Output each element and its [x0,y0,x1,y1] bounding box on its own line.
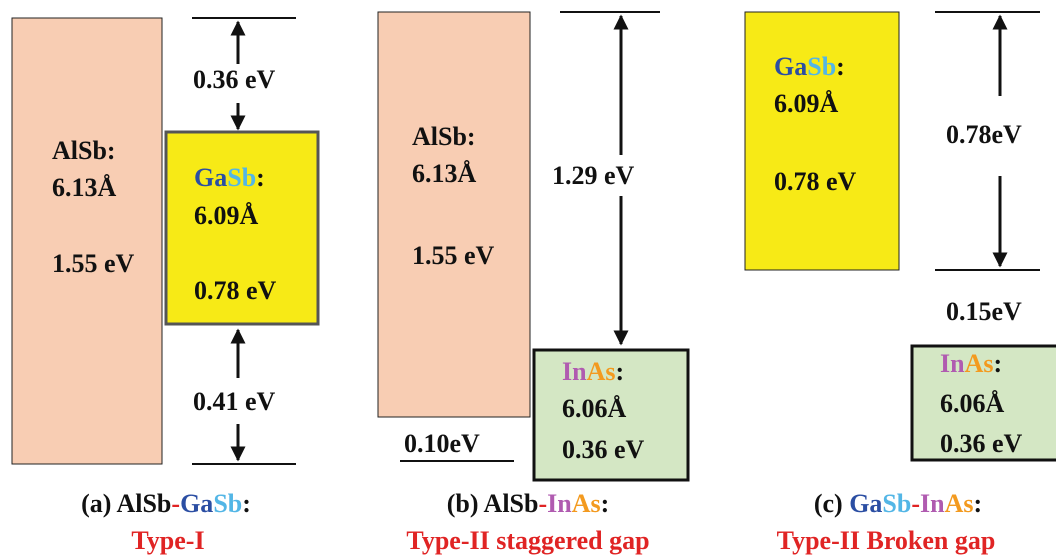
ga-element: Ga [194,163,227,192]
alsb-name: AlSb: [412,122,476,151]
inas-lattice: 6.06Å [562,394,627,423]
type-label-b: Type-II staggered gap [406,526,649,555]
alsb-lattice: 6.13Å [412,159,477,188]
offset-top-label: 0.36 eV [193,65,276,94]
alsb-gap: 1.55 eV [412,241,495,270]
caption-b: (b) AlSb-InAs: [447,489,610,518]
colon: : [256,163,265,192]
gasb-lattice: 6.09Å [194,201,259,230]
inas-name: InAs: [940,349,1002,378]
inas-band-box [532,348,690,482]
offset-bottom-label: 0.41 eV [193,387,276,416]
alsb-gap: 1.55 eV [52,249,135,278]
gasb-lattice: 6.09Å [774,89,839,118]
gasb-gap: 0.78 eV [194,276,277,305]
inas-name: InAs: [562,357,624,386]
type-label-c: Type-II Broken gap [777,526,996,555]
caption-c: (c) GaSb-InAs: [814,489,982,518]
panel-b: AlSb: 6.13Å 1.55 eV 1.29 eV InAs: 6.06Å … [377,11,690,555]
offset-top-label: 1.29 eV [552,161,635,190]
type-label-a: Type-I [131,526,204,555]
gasb-band-box [744,11,900,271]
offset-bottom-label: 0.15eV [946,297,1022,326]
alsb-band-box [11,17,163,465]
gasb-band-box [164,130,320,326]
offset-top-label: 0.78eV [946,120,1022,149]
panel-a: AlSb: 6.13Å 1.55 eV GaSb: 6.09Å 0.78 eV … [11,17,320,555]
offset-bottom-label: 0.10eV [404,429,480,458]
gasb-gap: 0.78 eV [774,167,857,196]
caption-a: (a) AlSb-GaSb: [81,489,251,518]
inas-gap: 0.36 eV [940,429,1023,458]
panel-c: GaSb: 6.09Å 0.78 eV 0.78eV 0.15eV InAs: … [744,11,1056,555]
sb-element: Sb [227,163,256,192]
inas-band-box [910,344,1056,462]
inas-gap: 0.36 eV [562,435,645,464]
inas-lattice: 6.06Å [940,389,1005,418]
gasb-name: GaSb: [774,52,845,81]
alsb-name: AlSb: [52,136,116,165]
alsb-band-box [377,11,531,418]
alsb-lattice: 6.13Å [52,173,117,202]
gasb-name: GaSb: [194,163,265,192]
